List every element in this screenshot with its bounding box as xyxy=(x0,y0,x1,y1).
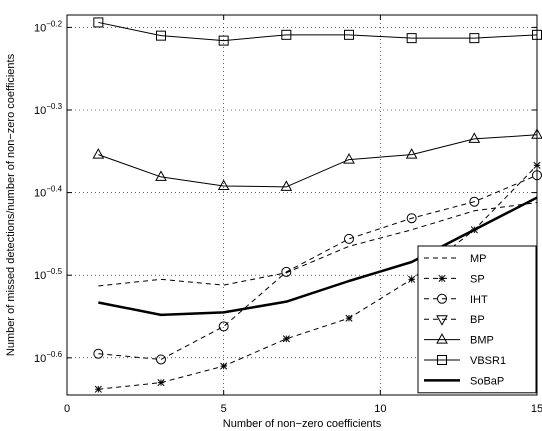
y-tick-label: 10−0.5 xyxy=(34,267,63,282)
y-tick-base: 10 xyxy=(34,105,46,117)
grid xyxy=(67,15,537,395)
series-line-sobap xyxy=(98,196,538,317)
legend-marker-bmp xyxy=(436,333,448,344)
y-tick-exponent: −0.4 xyxy=(46,185,62,194)
series-line-mp xyxy=(98,202,538,287)
data-point-iht xyxy=(406,213,417,224)
legend-label-bp: BP xyxy=(470,314,485,326)
legend-marker-sp xyxy=(438,274,446,282)
legend-label-sp: SP xyxy=(470,273,485,285)
series-line-iht xyxy=(98,174,538,360)
data-point-sp xyxy=(345,314,353,322)
data-point-vbsr1 xyxy=(156,30,166,41)
data-point-vbsr1 xyxy=(406,33,417,44)
series-line-bmp xyxy=(98,134,538,188)
data-point-iht xyxy=(218,321,229,332)
x-tick-label: 15 xyxy=(531,403,542,415)
legend: MP SP IHT BP BMP VBSR1 SoBaP xyxy=(417,245,537,394)
y-tick-exponent: −0.3 xyxy=(46,102,62,111)
data-point-bmp xyxy=(92,148,105,159)
series-line-vbsr1 xyxy=(98,21,538,42)
star-stroke xyxy=(157,379,165,387)
data-point-sp xyxy=(282,335,290,343)
star-stroke xyxy=(220,362,228,370)
data-point-vbsr1 xyxy=(281,29,292,40)
y-tick-label: 10−0.2 xyxy=(34,19,63,34)
data-point-sp xyxy=(408,275,416,283)
data-point-iht xyxy=(281,266,292,277)
data-point-sp xyxy=(157,379,165,387)
star-stroke xyxy=(282,335,290,343)
data-point-vbsr1 xyxy=(218,35,229,46)
data-point-iht xyxy=(469,196,480,207)
y-tick-base: 10 xyxy=(34,270,46,282)
y-axis-label: Number of missed detections/number of no… xyxy=(5,53,17,356)
y-tick-label: 10−0.4 xyxy=(34,185,63,200)
legend-marker-iht xyxy=(437,293,447,304)
data-point-bmp xyxy=(343,153,355,164)
legend-label-iht: IHT xyxy=(470,294,488,306)
data-point-bmp xyxy=(280,180,293,191)
x-axis-label: Number of non−zero coefficients xyxy=(223,418,382,430)
data-point-iht xyxy=(93,348,104,359)
star-stroke xyxy=(345,314,353,322)
data-point-bmp xyxy=(155,170,167,181)
y-tick-base: 10 xyxy=(34,22,46,34)
x-tick-label: 5 xyxy=(221,403,227,415)
y-tick-exponent: −0.5 xyxy=(46,267,62,276)
y-tick-label: 10−0.6 xyxy=(34,350,63,365)
legend-label-sobap: SoBaP xyxy=(470,375,504,387)
data-point-vbsr1 xyxy=(469,33,480,44)
legend-label-bmp: BMP xyxy=(470,335,494,347)
series-line-sp xyxy=(98,164,538,390)
y-tick-exponent: −0.2 xyxy=(46,19,62,28)
y-tick-exponent: −0.6 xyxy=(46,350,62,359)
data-point-vbsr1 xyxy=(344,29,354,40)
star-stroke xyxy=(438,274,446,282)
data-point-sp xyxy=(94,385,102,393)
x-tick-label: 10 xyxy=(374,403,386,415)
data-point-bmp xyxy=(217,179,230,190)
data-point-bmp xyxy=(405,148,418,159)
series-group xyxy=(92,17,542,393)
x-tick-label: 0 xyxy=(64,403,70,415)
y-tick-base: 10 xyxy=(34,353,46,365)
star-stroke xyxy=(408,275,416,283)
data-point-vbsr1 xyxy=(93,17,104,28)
legend-label-vbsr1: VBSR1 xyxy=(470,355,506,367)
legend-marker-vbsr1 xyxy=(437,355,447,365)
legend-marker-bp xyxy=(436,315,448,326)
y-tick-base: 10 xyxy=(34,188,46,200)
plot-frame xyxy=(66,14,538,396)
data-point-bmp xyxy=(468,132,481,143)
data-point-sp xyxy=(220,362,228,370)
y-tick-label: 10−0.3 xyxy=(34,102,63,117)
star-stroke xyxy=(94,385,102,393)
legend-label-mp: MP xyxy=(470,253,487,265)
data-point-iht xyxy=(344,233,354,244)
data-point-iht xyxy=(156,354,166,365)
